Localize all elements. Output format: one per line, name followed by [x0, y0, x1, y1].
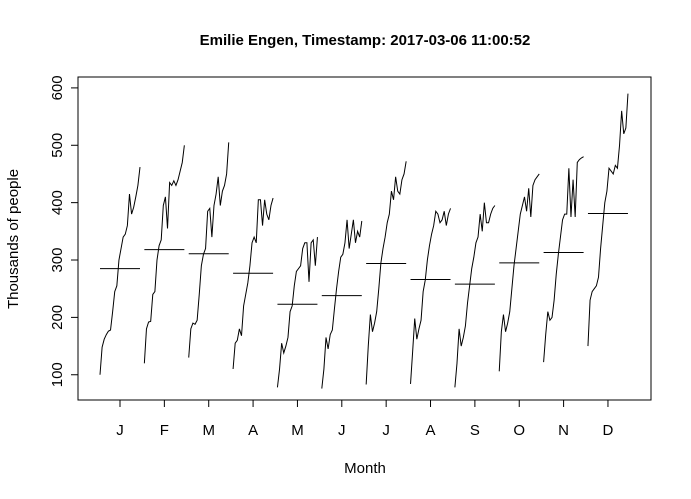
- subseries-line: [543, 156, 584, 363]
- y-tick-label: 400: [49, 190, 66, 215]
- y-tick-label: 600: [49, 75, 66, 100]
- x-tick-label: N: [558, 422, 569, 439]
- x-axis-label: Month: [344, 460, 386, 477]
- subseries-line: [365, 161, 407, 385]
- x-tick-label: J: [116, 422, 124, 439]
- y-tick-label: 100: [49, 362, 66, 387]
- subseries-line: [188, 142, 230, 358]
- subseries-line: [498, 173, 540, 372]
- subseries-line: [321, 219, 363, 389]
- x-tick-label: O: [513, 422, 525, 439]
- x-tick-label: J: [382, 422, 390, 439]
- x-tick-label: A: [426, 422, 436, 439]
- plot-box: [77, 76, 652, 401]
- chart-title: Emilie Engen, Timestamp: 2017-03-06 11:0…: [200, 32, 531, 49]
- subseries-line: [587, 93, 629, 347]
- subseries-line: [454, 202, 496, 388]
- x-tick-label: S: [470, 422, 480, 439]
- x-tick-label: M: [202, 422, 215, 439]
- subseries-line: [276, 237, 318, 388]
- x-tick-label: F: [160, 422, 169, 439]
- x-tick-label: D: [603, 422, 614, 439]
- subseries-line: [232, 197, 274, 370]
- y-tick-label: 500: [49, 133, 66, 158]
- subseries-line: [99, 167, 141, 375]
- subseries-line: [143, 145, 185, 364]
- y-tick-label: 300: [49, 247, 66, 272]
- x-tick-label: J: [338, 422, 346, 439]
- subseries-line: [410, 208, 451, 384]
- x-tick-label: M: [291, 422, 304, 439]
- x-tick-label: A: [248, 422, 258, 439]
- y-tick-label: 200: [49, 305, 66, 330]
- y-axis-label: Thousands of people: [5, 169, 22, 309]
